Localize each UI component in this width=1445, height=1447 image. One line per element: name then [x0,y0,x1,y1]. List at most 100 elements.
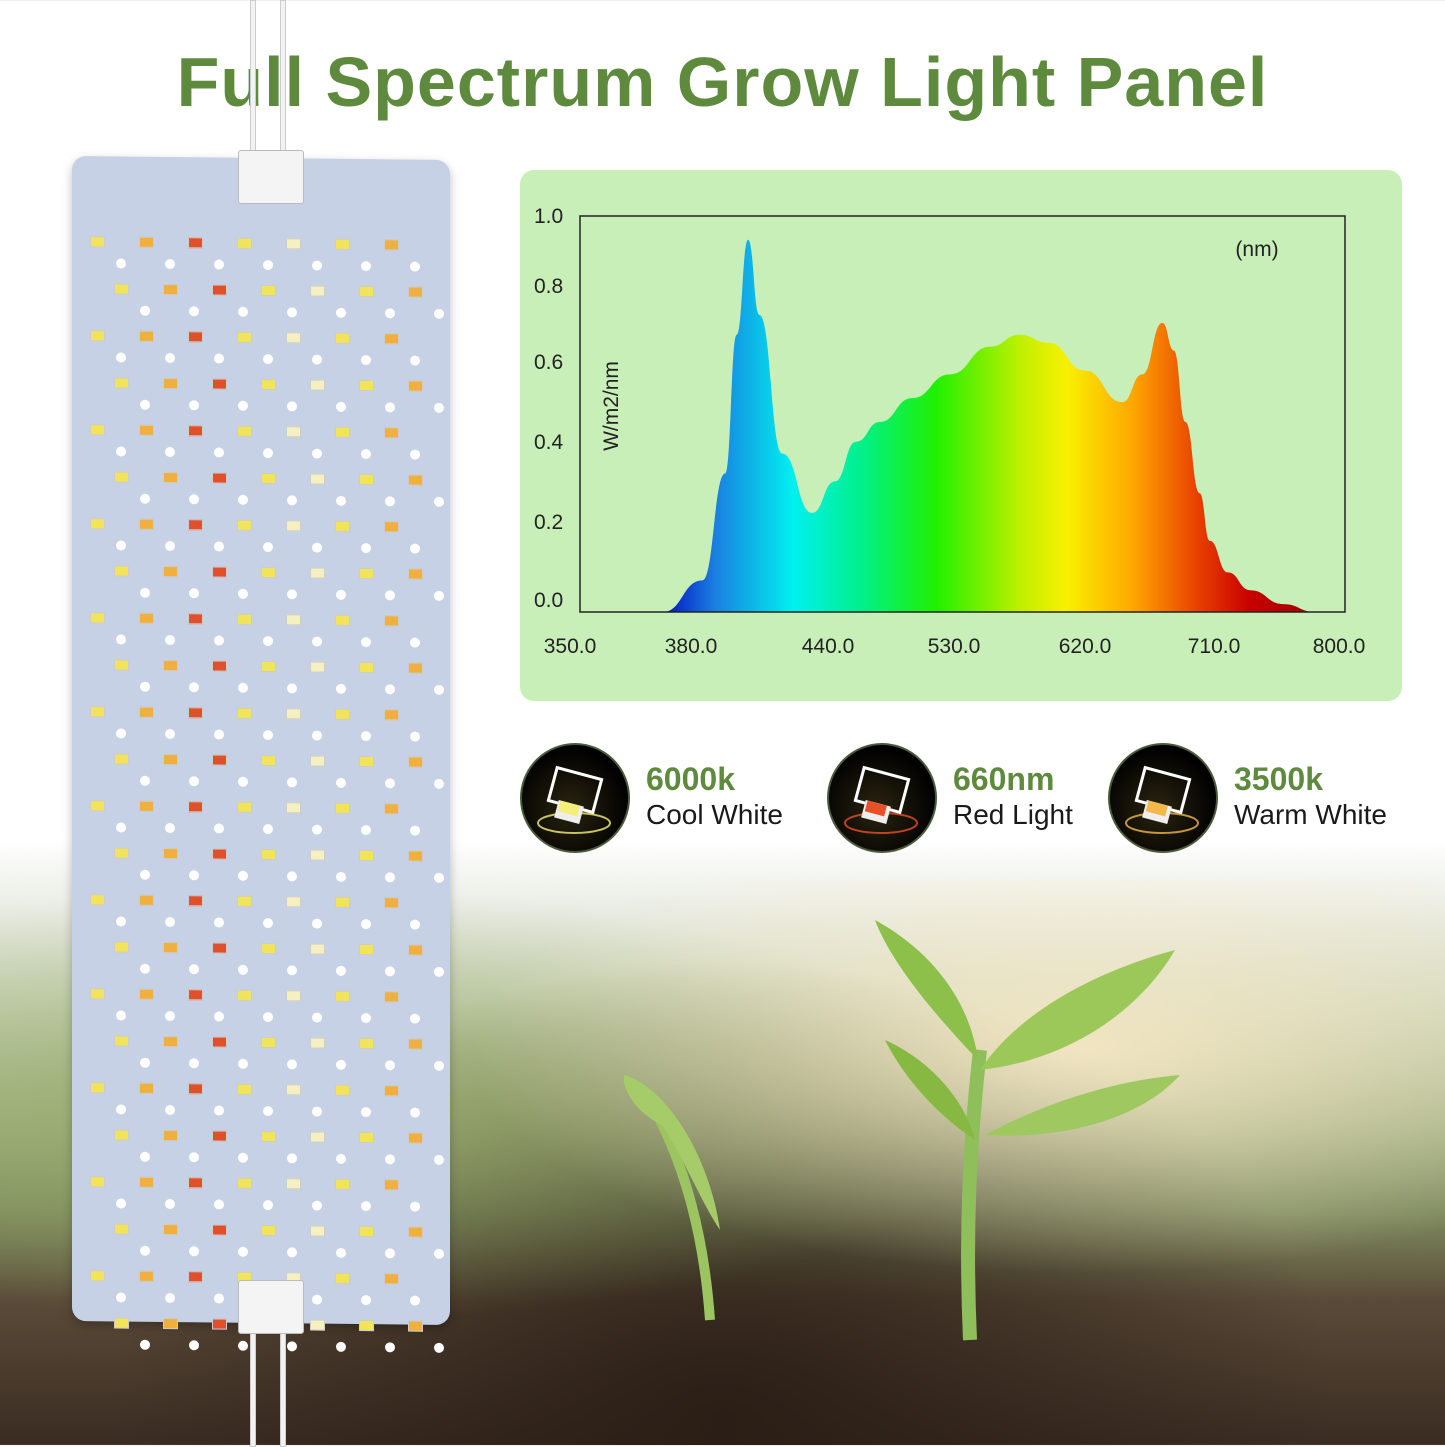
mounting-hole [263,542,273,553]
led-chip [335,990,350,1002]
led-chip [384,709,399,721]
wire [250,0,256,162]
led-chip [212,942,227,954]
led-chip [163,941,178,954]
led-chip [237,613,252,625]
led-chip [139,518,154,530]
led-chip [114,847,129,859]
mounting-hole [410,1295,420,1306]
mounting-hole [336,1247,346,1258]
mounting-hole [263,1200,273,1211]
mounting-hole [385,1060,395,1071]
led-chip [114,471,129,483]
mounting-hole [214,729,224,740]
led-chip [359,1226,374,1238]
led-chip [163,377,178,390]
led-chip [188,989,203,1001]
led-chip [384,897,399,909]
led-chip [212,1318,227,1330]
mounting-hole [263,730,273,741]
mounting-hole [312,1012,322,1023]
mounting-hole [336,1341,346,1352]
mounting-hole [312,918,322,929]
mounting-hole [214,1199,224,1210]
led-chip [212,1036,227,1048]
led-chip [310,755,325,767]
led-chip [261,1037,276,1049]
led-chip [286,990,301,1002]
mounting-hole [312,260,322,271]
y-tick-label: 1.0 [534,205,563,228]
led-chip [114,565,129,577]
mounting-hole [116,1198,126,1209]
mounting-hole [263,1106,273,1117]
mounting-hole [189,1246,199,1257]
mounting-hole [214,259,224,270]
mounting-hole [263,918,273,929]
mounting-hole [189,306,199,317]
led-chip [408,662,423,674]
mounting-hole [165,1198,175,1210]
mounting-hole [263,354,273,365]
mounting-hole [410,731,420,742]
led-type-name: Cool White [646,799,783,830]
led-chip [90,706,105,718]
led-type-value: 660nm [953,761,1055,797]
mounting-hole [361,355,371,366]
led-chip [114,1129,129,1141]
led-chip [359,756,374,768]
mounting-hole [336,589,346,600]
led-chip [335,1178,350,1190]
led-chip [90,612,105,624]
mounting-hole [287,495,297,506]
led-chip [188,895,203,907]
led-type-name: Red Light [953,799,1073,830]
mounting-hole [287,1247,297,1258]
led-chip [408,1132,423,1144]
led-chip [90,1082,105,1094]
mounting-hole [312,730,322,741]
mounting-hole [165,446,175,458]
mounting-hole [165,1104,175,1116]
spectrum-area [662,239,1316,612]
led-chip [237,425,252,437]
led-chip [408,850,423,862]
x-tick-label: 710.0 [1188,635,1241,658]
mounting-hole [238,494,248,505]
led-chip [408,474,423,486]
led-chip [237,519,252,531]
mounting-hole [263,448,273,459]
led-chip [286,802,301,814]
led-chip [310,567,325,579]
y-tick-label: 0.6 [534,351,563,374]
mounting-hole [189,494,199,505]
mounting-hole [434,1060,444,1071]
wire [280,1320,286,1447]
led-chip [310,661,325,673]
mounting-hole [165,1010,175,1022]
led-chip [139,1176,154,1188]
led-chip [384,1085,399,1097]
x-unit-label: (nm) [1235,238,1278,261]
mounting-hole [312,1294,322,1305]
mounting-hole [116,634,126,645]
mounting-hole [361,1013,371,1024]
led-chip [286,238,301,250]
mounting-hole [312,636,322,647]
led-chip [359,474,374,486]
mounting-hole [165,634,175,646]
led-chip [139,330,154,342]
led-chip [286,1084,301,1096]
mounting-hole [361,1295,371,1306]
y-axis-label: W/m2/nm [600,361,623,451]
led-chip [139,424,154,436]
mounting-hole [312,1106,322,1117]
led-chip [139,236,154,248]
mounting-hole [361,825,371,836]
led-chip [286,520,301,532]
led-chip [188,1177,203,1189]
led-chip [163,1129,178,1142]
led-chip [359,944,374,956]
mounting-hole [189,1058,199,1069]
mounting-hole [140,1057,150,1068]
